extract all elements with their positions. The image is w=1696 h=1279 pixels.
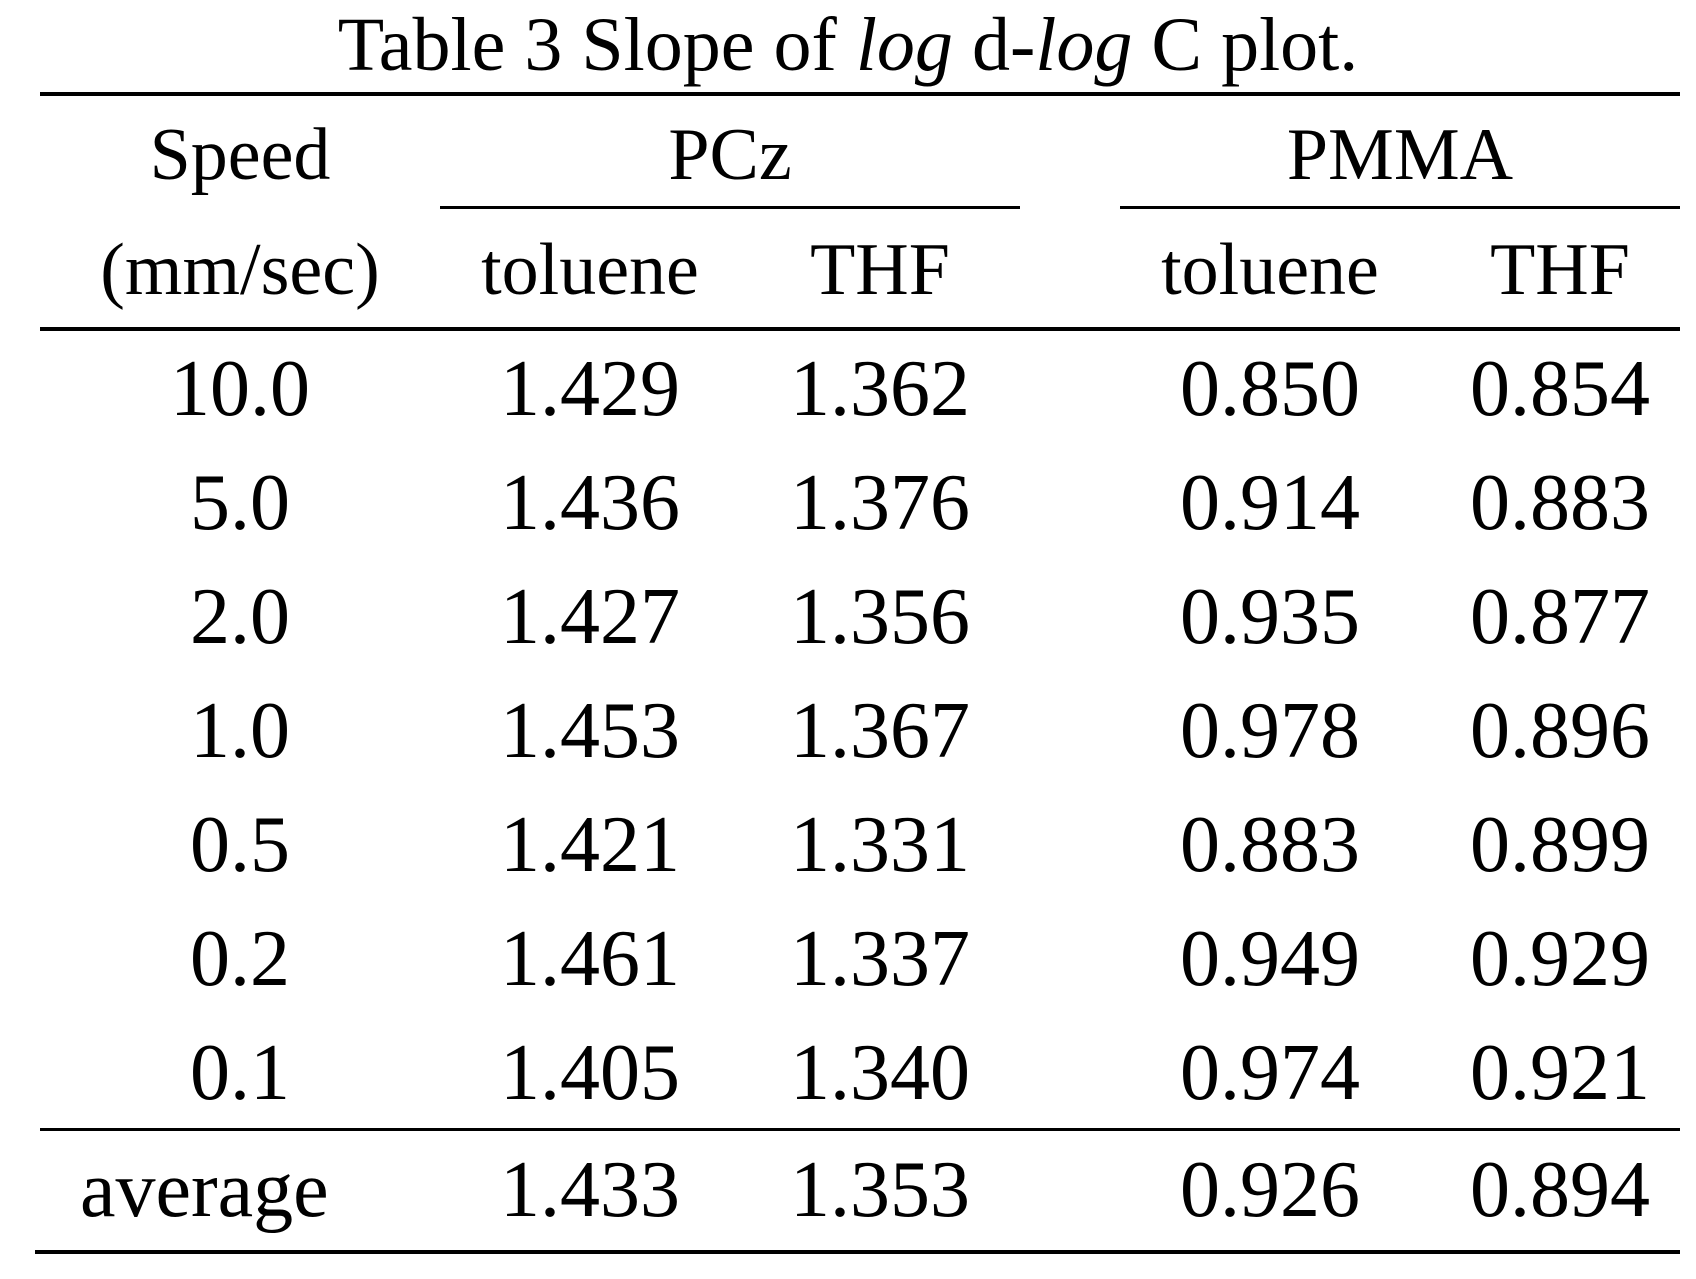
header-speed-unit: (mm/sec)	[100, 229, 380, 311]
row-pcz-thf: 1.337	[790, 915, 970, 1003]
row-speed: 0.2	[190, 915, 290, 1003]
row-pcz-toluene: 1.427	[500, 573, 680, 661]
header-group-pcz: PCz	[668, 114, 792, 196]
row-pmma-thf: 0.877	[1470, 573, 1650, 661]
average-pcz-toluene: 1.433	[500, 1146, 680, 1234]
row-speed: 2.0	[190, 573, 290, 661]
header-group-pmma: PMMA	[1286, 114, 1514, 196]
row-pcz-thf: 1.340	[790, 1029, 970, 1117]
caption-mid: d-	[952, 3, 1036, 87]
caption-prefix: Table 3 Slope of	[337, 3, 856, 87]
row-pmma-thf: 0.929	[1470, 915, 1650, 1003]
row-speed: 0.5	[190, 801, 290, 889]
row-pcz-toluene: 1.405	[500, 1029, 680, 1117]
row-pcz-thf: 1.331	[790, 801, 970, 889]
row-pcz-toluene: 1.461	[500, 915, 680, 1003]
caption-suffix: C plot.	[1132, 3, 1359, 87]
top-rule	[40, 92, 1680, 96]
row-pcz-toluene: 1.421	[500, 801, 680, 889]
row-pmma-thf: 0.899	[1470, 801, 1650, 889]
header-speed: Speed	[149, 114, 331, 196]
average-rule	[40, 1128, 1680, 1131]
header-pmma-thf: THF	[1490, 229, 1630, 311]
row-pmma-toluene: 0.883	[1180, 801, 1360, 889]
row-pmma-toluene: 0.914	[1180, 459, 1360, 547]
row-pcz-thf: 1.376	[790, 459, 970, 547]
row-pcz-thf: 1.367	[790, 687, 970, 775]
row-speed: 10.0	[170, 345, 310, 433]
row-pmma-toluene: 0.978	[1180, 687, 1360, 775]
caption-italic-log-2: log	[1035, 3, 1133, 87]
pcz-group-rule	[440, 206, 1020, 209]
row-pmma-thf: 0.883	[1470, 459, 1650, 547]
row-pmma-thf: 0.921	[1470, 1029, 1650, 1117]
row-pmma-toluene: 0.850	[1180, 345, 1360, 433]
header-pmma-toluene: toluene	[1161, 229, 1379, 311]
caption-italic-log-1: log	[855, 3, 953, 87]
average-pcz-thf: 1.353	[790, 1146, 970, 1234]
row-pcz-toluene: 1.429	[500, 345, 680, 433]
row-pmma-thf: 0.854	[1470, 345, 1650, 433]
row-pmma-toluene: 0.935	[1180, 573, 1360, 661]
row-speed: 1.0	[190, 687, 290, 775]
row-pmma-toluene: 0.974	[1180, 1029, 1360, 1117]
pmma-group-rule	[1120, 206, 1680, 209]
header-pcz-thf: THF	[810, 229, 950, 311]
table-caption: Table 3 Slope of log d-log C plot.	[0, 0, 1696, 90]
row-pcz-thf: 1.362	[790, 345, 970, 433]
row-speed: 0.1	[190, 1029, 290, 1117]
header-rule	[40, 327, 1680, 331]
row-pcz-toluene: 1.436	[500, 459, 680, 547]
average-pmma-toluene: 0.926	[1180, 1146, 1360, 1234]
row-speed: 5.0	[190, 459, 290, 547]
row-pcz-toluene: 1.453	[500, 687, 680, 775]
header-pcz-toluene: toluene	[481, 229, 699, 311]
average-label: average	[80, 1146, 329, 1234]
bottom-rule	[35, 1250, 1680, 1254]
row-pmma-toluene: 0.949	[1180, 915, 1360, 1003]
average-pmma-thf: 0.894	[1470, 1146, 1650, 1234]
row-pcz-thf: 1.356	[790, 573, 970, 661]
row-pmma-thf: 0.896	[1470, 687, 1650, 775]
